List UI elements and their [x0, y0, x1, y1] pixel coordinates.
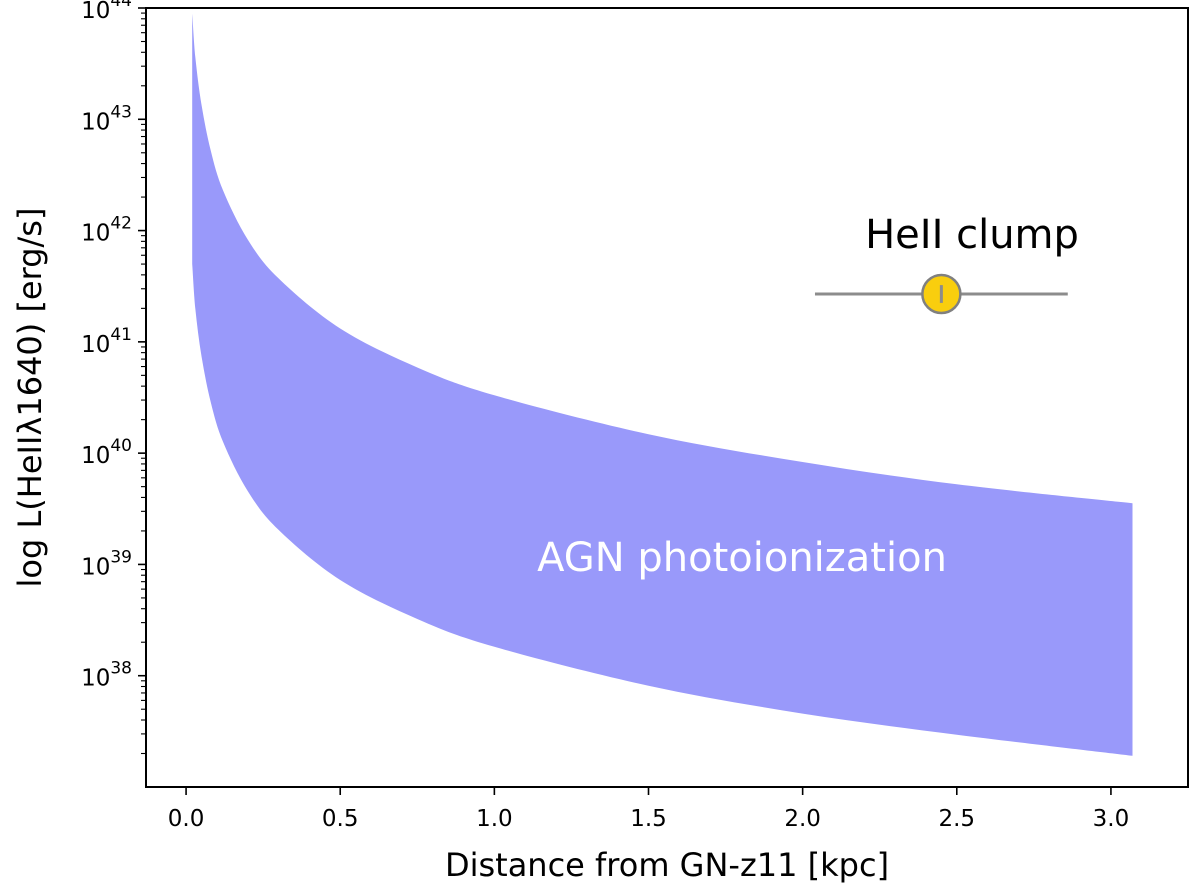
plot-area	[192, 13, 1133, 756]
x-tick-label-1: 0.5	[322, 806, 359, 832]
y-tick-label-4: 1042	[81, 214, 132, 247]
band-agn-photoionization	[192, 13, 1133, 756]
x-tick-label-6: 3.0	[1093, 806, 1130, 832]
axes-frame	[145, 7, 1189, 788]
x-tick-label-4: 2.0	[784, 806, 821, 832]
label-agn-photoionization: AGN photoionization	[537, 535, 947, 581]
y-tick-label-1: 1039	[81, 547, 132, 580]
y-tick-label-0: 1038	[81, 659, 132, 692]
x-tick-label-5: 2.5	[938, 806, 975, 832]
axis-ticks: 0.0 0.5 1.0 1.5 2.0 2.5 3.0 1038 1039 1040 1041 104…	[81, 0, 1129, 832]
y-tick-label-2: 1040	[81, 436, 132, 469]
x-tick-label-0: 0.0	[168, 806, 205, 832]
y-tick-label-6: 1044	[81, 0, 132, 24]
y-tick-label-3: 1041	[81, 325, 132, 358]
x-tick-label-3: 1.5	[630, 806, 667, 832]
annotations: HeII clump AGN photoionization	[537, 212, 1079, 581]
x-axis-label: Distance from GN-z11 [kpc]	[445, 846, 889, 884]
y-tick-label-5: 1043	[81, 102, 132, 135]
label-heii-clump: HeII clump	[865, 212, 1079, 258]
x-tick-label-2: 1.0	[476, 806, 513, 832]
y-axis-label: log L(HeIIλ1640) [erg/s]	[11, 208, 49, 588]
